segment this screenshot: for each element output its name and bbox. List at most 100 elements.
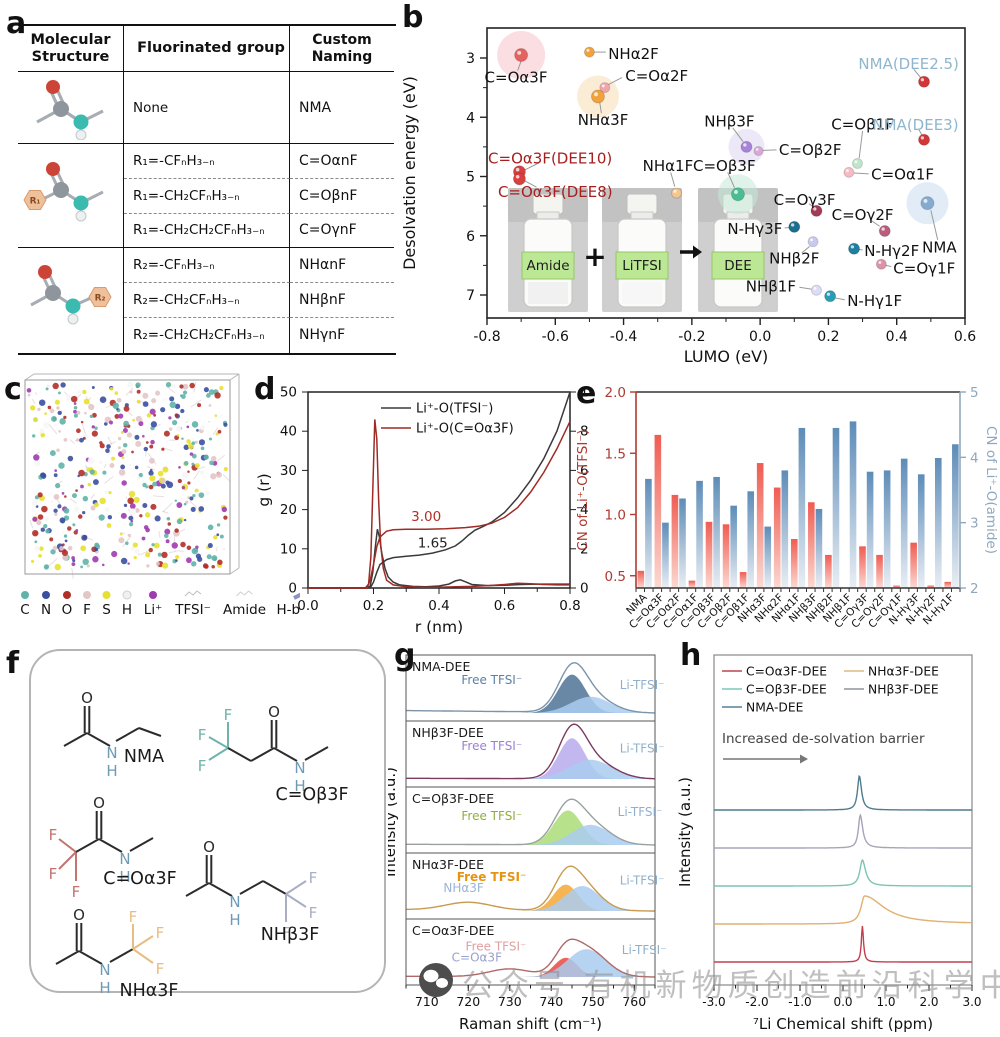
bar-tfsi [808, 502, 815, 588]
panel-label-a: a [6, 6, 27, 41]
peak-label: Li-TFSI⁻ [620, 678, 665, 692]
oxygen-atom [37, 264, 52, 279]
bar-amide [747, 491, 755, 588]
bar-amide [952, 444, 959, 588]
r2-label: R₂ [94, 293, 105, 303]
structure-name: NHα3F [120, 981, 179, 1001]
svg-text:0.0: 0.0 [749, 329, 771, 345]
r2-bonds [29, 270, 94, 318]
raman-panel-title: NMA-DEE [412, 659, 470, 674]
svg-text:LUMO (eV): LUMO (eV) [684, 347, 769, 366]
scatter-point [514, 48, 529, 63]
bar-amide [832, 427, 840, 588]
svg-text:1.0: 1.0 [876, 995, 895, 1009]
bar-tfsi [671, 494, 679, 588]
atom-label: H [99, 979, 110, 997]
svg-text:4: 4 [580, 502, 588, 518]
svg-text:7: 7 [466, 288, 475, 304]
svg-text:DEE: DEE [724, 258, 751, 274]
col-header-structure: Molecular Structure [18, 26, 124, 72]
r1-hexagon [22, 189, 47, 210]
svg-text:C=Oα3F: C=Oα3F [485, 69, 548, 87]
legend-item-label: N [41, 602, 51, 618]
raman-panel-title: NHα3F-DEE [412, 857, 484, 872]
bar-amide [866, 471, 874, 588]
nmr-traces [714, 774, 972, 963]
svg-text:NMA(DEE2.5): NMA(DEE2.5) [858, 55, 959, 73]
raman-panel-C=Oβ3F-DEE: C=Oβ3F-DEE Free TFSI⁻ Li-TFSI⁻ [405, 786, 662, 854]
legend-item-label: F [83, 602, 91, 618]
atom-label: H [119, 868, 130, 886]
atom-label: F [72, 883, 81, 901]
bar-tfsi [773, 487, 781, 588]
atom-label: O [73, 906, 85, 924]
scatter-point [875, 258, 887, 270]
peak-label: Free TFSI⁻ [461, 739, 522, 753]
nmr-legend: C=Oα3F-DEE NHα3F-DEE C=Oβ3F-DEE NHβ3F-DEE NM… [722, 665, 939, 715]
atom-label: F [198, 757, 207, 775]
raman-panel-title: NHβ3F-DEE [412, 725, 484, 740]
legend-item-label: C [20, 602, 29, 618]
bar-amide [730, 505, 737, 588]
svg-text:0.2: 0.2 [817, 329, 839, 345]
svg-text:N-Hγ2F: N-Hγ2F [864, 242, 919, 260]
raman-axis: 710 720 730 740 750 760 Raman shift (cm⁻¹) Inte… [388, 767, 656, 1033]
atom-label: N [106, 744, 117, 762]
atom-label: F [129, 908, 138, 926]
svg-text:C=Oα1F: C=Oα1F [871, 166, 934, 184]
panel-label-c: c [4, 372, 22, 407]
scatter-leaders [517, 51, 939, 301]
svg-text:NMA(DEE3): NMA(DEE3) [872, 116, 958, 134]
raman-peak-fill [406, 824, 655, 845]
atom-label: F [198, 726, 207, 744]
structures-box [29, 649, 386, 993]
atom-label: F [156, 960, 165, 978]
svg-text:6: 6 [580, 463, 588, 479]
svg-text:50: 50 [280, 385, 297, 401]
svg-text:5: 5 [970, 385, 979, 401]
peak-label: Li-TFSI⁻ [622, 943, 667, 957]
svg-text:730: 730 [498, 994, 522, 1009]
legend-item-label: TFSI⁻ [174, 602, 210, 618]
atom-label: H [229, 911, 240, 929]
group-cell: R₁=-CH₂CFₙH₃₋ₙ [124, 178, 290, 214]
bar-tfsi [876, 554, 883, 588]
svg-text:NMA: NMA [922, 239, 957, 257]
bar-amide [798, 427, 806, 588]
bar-tfsi [927, 585, 934, 588]
svg-text:4: 4 [970, 450, 979, 466]
svg-text:-0.6: -0.6 [542, 329, 569, 345]
svg-text:760: 760 [622, 994, 646, 1009]
panel-label-f: f [6, 646, 20, 681]
svg-text:2.0: 2.0 [605, 385, 626, 401]
bar-amide [883, 470, 891, 588]
svg-text:C=Oγ3F: C=Oγ3F [774, 191, 836, 209]
legend-item-label: S [102, 602, 111, 618]
group-cell: R₂=-CH₂CH₂CFₙH₃₋ₙ [124, 317, 290, 353]
scatter-point [807, 236, 819, 248]
raman-panel-title: C=Oα3F-DEE [412, 923, 494, 938]
nmr-spectra-stack: C=Oα3F-DEE NHα3F-DEE C=Oβ3F-DEE NHβ3F-DEE NM… [676, 654, 982, 1033]
peak-label: Free TFSI⁻ [457, 870, 527, 884]
legend-item-label: C=Oβ3F-DEE [746, 683, 827, 697]
group-cell: R₂=-CH₂CFₙH₃₋ₙ [124, 283, 290, 318]
nmr-trace-C=Oα3F-DEE [714, 925, 972, 963]
svg-text:C=Oα2F: C=Oα2F [625, 67, 688, 85]
svg-text:Intensity (a.u.): Intensity (a.u.) [676, 777, 694, 887]
naming-cell: NHαnF [290, 248, 394, 284]
carbon-atom [52, 100, 69, 117]
atom-label: F [309, 904, 318, 922]
atom-label: O [268, 703, 280, 721]
group-cell: R₂=-CFₙH₃₋ₙ [124, 248, 290, 284]
nitrogen-atom [73, 114, 88, 129]
svg-text:0.6: 0.6 [954, 329, 976, 345]
rdf-annotation: 3.00 [411, 509, 441, 525]
raman-peak-fill [406, 949, 655, 977]
atom-label: N [119, 850, 130, 868]
svg-text:CN of Li⁺-O(amide): CN of Li⁺-O(amide) [983, 426, 999, 554]
peak-label: C=Oα3F [452, 951, 502, 965]
bar-amide [917, 474, 925, 588]
svg-text:3: 3 [970, 516, 979, 532]
